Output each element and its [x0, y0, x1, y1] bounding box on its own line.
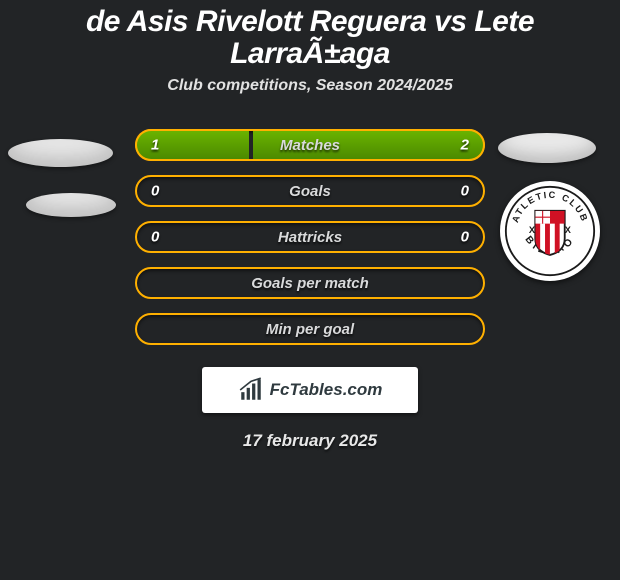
player-left-photo-placeholder-2 — [26, 193, 116, 217]
player-left-photo-placeholder-1 — [8, 139, 113, 167]
stat-value-right: 0 — [461, 183, 469, 200]
stats-bars: 1 Matches 2 0 Goals 0 0 Hattricks 0 Goal… — [135, 129, 485, 345]
date-label: 17 february 2025 — [0, 431, 620, 451]
stat-bar-goals: 0 Goals 0 — [135, 175, 485, 207]
stat-value-right: 2 — [461, 137, 469, 154]
stat-value-left: 0 — [151, 183, 159, 200]
stat-bar-min-per-goal: Min per goal — [135, 313, 485, 345]
svg-text:X: X — [529, 225, 536, 235]
stat-bar-matches: 1 Matches 2 — [135, 129, 485, 161]
page-subtitle: Club competitions, Season 2024/2025 — [0, 77, 620, 95]
stats-area: ATLETIC CLUB BILBAO X X — [0, 129, 620, 451]
stat-value-left: 1 — [151, 137, 159, 154]
stat-label: Goals per match — [251, 275, 369, 292]
stat-label: Goals — [289, 183, 331, 200]
chart-icon — [238, 377, 264, 403]
athletic-club-crest-icon: ATLETIC CLUB BILBAO X X — [504, 185, 596, 277]
stat-bar-hattricks: 0 Hattricks 0 — [135, 221, 485, 253]
watermark-text: FcTables.com — [270, 380, 383, 400]
player-right-photo-placeholder — [498, 133, 596, 163]
page-title: de Asis Rivelott Reguera vs Lete LarraÃ±… — [0, 0, 620, 77]
svg-text:X: X — [565, 225, 572, 235]
stat-value-right: 0 — [461, 229, 469, 246]
stat-label: Matches — [280, 137, 340, 154]
stat-bar-goals-per-match: Goals per match — [135, 267, 485, 299]
club-crest: ATLETIC CLUB BILBAO X X — [500, 181, 600, 281]
stat-label: Min per goal — [266, 321, 354, 338]
stat-value-left: 0 — [151, 229, 159, 246]
stat-label: Hattricks — [278, 229, 342, 246]
watermark: FcTables.com — [202, 367, 418, 413]
